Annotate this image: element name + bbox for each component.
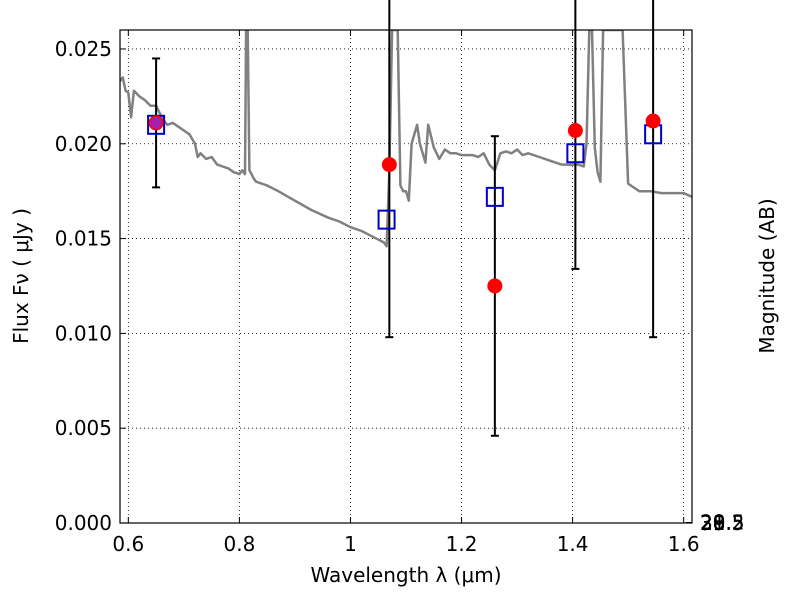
y-tick-label: 0.010 — [55, 321, 112, 345]
grid-layer — [120, 30, 692, 524]
model-band-square — [377, 209, 396, 230]
x-tick-label: 0.8 — [223, 532, 255, 556]
y2-tick-label: 29 — [700, 511, 725, 535]
observed-flux-point — [645, 113, 661, 129]
y-tick-label: 0.015 — [55, 227, 112, 251]
y2-tick-label: 30 — [700, 511, 725, 535]
y2-tick-label: 31 — [700, 511, 725, 535]
model-band-square — [566, 143, 585, 164]
plot-frame — [119, 29, 693, 524]
y-tick-label: 0.005 — [55, 416, 112, 440]
y2-tick-label: 28 — [700, 511, 725, 535]
model-band-markers — [147, 114, 663, 230]
y2-tick-label: 28.2 — [700, 511, 745, 535]
observed-flux-point — [487, 278, 503, 294]
x-tick-label: 1.6 — [668, 532, 700, 556]
y-tick-label: 0.025 — [55, 37, 112, 61]
y2-axis-label: Magnitude (AB) — [755, 198, 779, 353]
overlap-point — [150, 116, 163, 129]
observed-flux-point — [381, 157, 397, 173]
y2-tick-label: 28.5 — [700, 511, 745, 535]
x-tick-label: 1 — [344, 532, 357, 556]
x-tick-label: 1.2 — [446, 532, 478, 556]
spectrum-layer — [120, 30, 692, 248]
x-axis-label: Wavelength λ (μm) — [310, 563, 501, 587]
y-tick-label: 0.000 — [55, 511, 112, 535]
y-axis-label: Flux Fν ( μJy ) — [9, 208, 33, 344]
x-tick-label: 1.4 — [557, 532, 589, 556]
x-tick-label: 0.6 — [112, 532, 144, 556]
errorbar-layer — [152, 0, 658, 437]
tick-layer: 0.6 0.8 1 1.2 1.4 1.6 0.000 0.005 0.010 0.015 0.02… — [55, 30, 745, 556]
observed-flux-markers — [148, 113, 661, 294]
spectrum-line — [120, 30, 692, 248]
model-band-square — [485, 186, 504, 207]
y-tick-label: 0.020 — [55, 132, 112, 156]
observed-flux-point — [567, 122, 583, 138]
y2-tick-label: 29.5 — [700, 511, 745, 535]
